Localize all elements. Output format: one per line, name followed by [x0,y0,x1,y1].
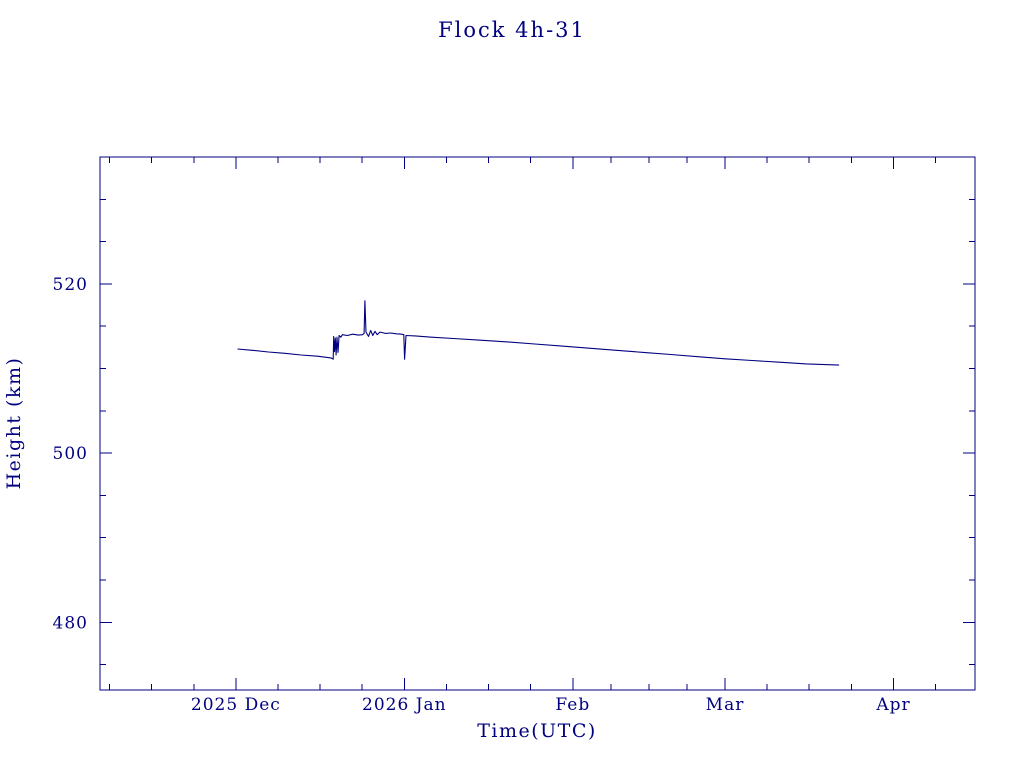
x-tick-label: 2026 Jan [362,695,447,715]
y-axis-label: Height (km) [3,357,25,490]
chart-title: Flock 4h-31 [438,18,586,42]
x-tick-label: 2025 Dec [191,695,281,715]
x-tick-label: Apr [875,695,910,715]
x-axis-label: Time(UTC) [477,720,597,742]
y-tick-label: 480 [53,613,88,633]
data-series [237,300,840,366]
series-height [237,300,840,366]
plot-frame [99,156,976,691]
y-tick-label: 520 [53,275,88,295]
x-tick-label: Mar [706,695,745,715]
x-tick-label: Feb [555,695,590,715]
axes: 2025 Dec 2026 Jan Feb Mar Apr 480 500 520 [53,156,976,715]
y-tick-label: 500 [53,444,88,464]
